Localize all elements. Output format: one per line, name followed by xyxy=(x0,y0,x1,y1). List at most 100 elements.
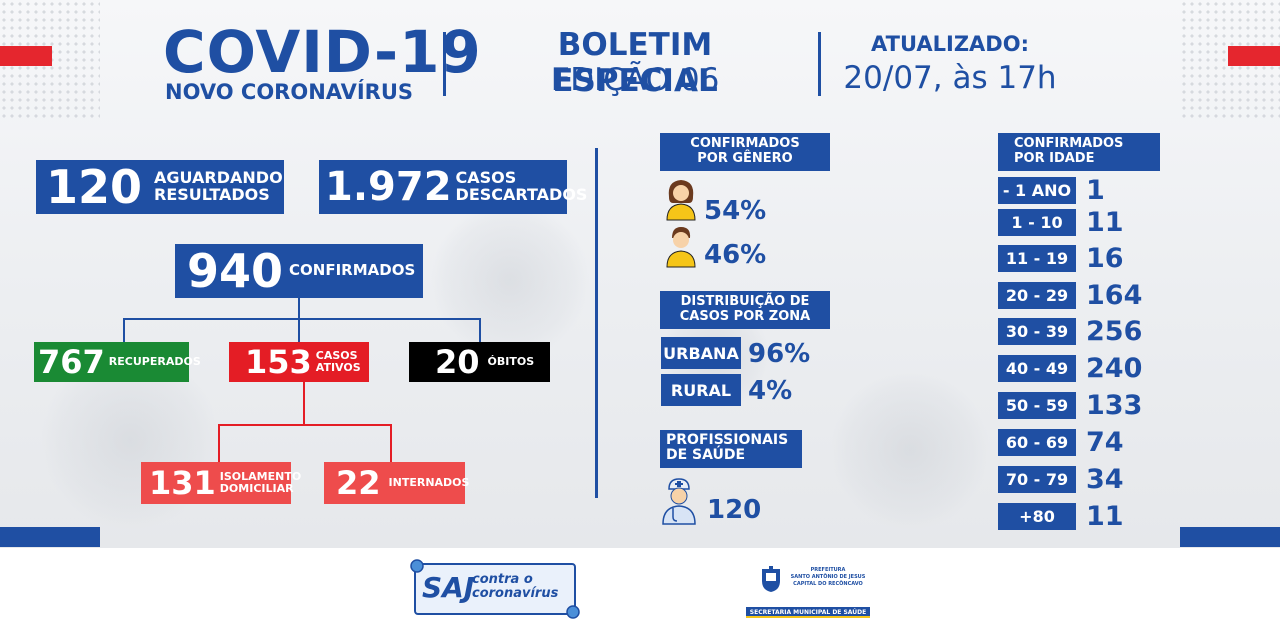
health-worker-icon xyxy=(662,478,696,525)
age-range-label: - 1 ANO xyxy=(998,177,1076,204)
health-workers-header-line1: PROFISSIONAIS xyxy=(666,432,789,448)
rural-label: RURAL xyxy=(661,374,741,406)
female-percentage: 54% xyxy=(704,196,767,226)
home-isolation-label-line2: DOMICILIAR xyxy=(219,482,294,495)
connector-line xyxy=(218,424,220,462)
age-range-value: 1 xyxy=(1086,175,1105,206)
discarded-label-line1: CASOS xyxy=(455,168,517,188)
age-range-label: 60 - 69 xyxy=(998,429,1076,456)
home-isolation-label-line1: ISOLAMENTO xyxy=(219,470,302,484)
saj-logo-tagline-line1: contra o xyxy=(472,572,533,587)
confirmed-value: 940 xyxy=(187,244,284,298)
active-label: CASOS ATIVOS xyxy=(316,350,361,373)
home-isolation-label: ISOLAMENTO DOMICILIAR xyxy=(220,471,301,494)
connector-line xyxy=(123,318,481,320)
active-label-line2: ATIVOS xyxy=(315,361,361,374)
zone-header: DISTRIBUIÇÃO DE CASOS POR ZONA xyxy=(660,291,830,329)
gender-header: CONFIRMADOS POR GÊNERO xyxy=(660,133,830,171)
age-range-value: 11 xyxy=(1086,207,1124,238)
age-range-value: 256 xyxy=(1086,316,1143,347)
recovered-value: 767 xyxy=(38,343,105,381)
recovered-box: 767 RECUPERADOS xyxy=(34,342,201,382)
secretaria-banner: SECRETARIA MUNICIPAL DE SAÚDE xyxy=(746,607,870,618)
bulletin-edition: EDIÇÃO 06 xyxy=(550,62,720,98)
discarded-cases-box: 1.972 CASOS DESCARTADOS xyxy=(319,160,587,214)
recovered-label: RECUPERADOS xyxy=(108,355,201,369)
confirmed-box: 940 CONFIRMADOS xyxy=(175,244,423,298)
man-icon xyxy=(666,227,696,268)
connector-line xyxy=(123,318,125,342)
connector-line xyxy=(298,318,300,342)
age-range-label: +80 xyxy=(998,503,1076,530)
age-range-value: 11 xyxy=(1086,501,1124,532)
age-header-line1: CONFIRMADOS xyxy=(1014,136,1124,151)
active-label-line1: CASOS xyxy=(315,349,358,363)
deaths-value: 20 xyxy=(435,343,480,381)
age-range-label: 11 - 19 xyxy=(998,245,1076,272)
age-header-line2: POR IDADE xyxy=(1014,151,1095,166)
prefeitura-line3: CAPITAL DO RECÔNCAVO xyxy=(793,581,863,587)
active-cases-box: 153 CASOS ATIVOS xyxy=(229,342,369,382)
zone-header-line2: CASOS POR ZONA xyxy=(679,309,811,324)
saj-logo-tagline: contra o coronavírus xyxy=(472,573,558,601)
discarded-label-line2: DESCARTADOS xyxy=(455,185,588,204)
age-range-label: 1 - 10 xyxy=(998,209,1076,236)
updated-value: 20/07, às 17h xyxy=(843,60,1057,96)
saj-logo-text: SAJ xyxy=(422,571,475,604)
home-isolation-box: 131 ISOLAMENTO DOMICILIAR xyxy=(141,462,301,504)
awaiting-value: 120 xyxy=(46,160,143,214)
blue-stripe-decoration xyxy=(0,527,100,547)
urban-label: URBANA xyxy=(661,337,741,369)
hospitalized-label: INTERNADOS xyxy=(388,476,470,490)
age-range-label: 20 - 29 xyxy=(998,282,1076,309)
confirmed-label: CONFIRMADOS xyxy=(289,261,416,280)
connector-line xyxy=(303,382,305,425)
age-range-value: 74 xyxy=(1086,427,1124,458)
age-range-value: 133 xyxy=(1086,390,1143,421)
age-header: CONFIRMADOS POR IDADE xyxy=(998,133,1160,171)
deaths-label: ÓBITOS xyxy=(487,355,535,369)
age-range-value: 34 xyxy=(1086,464,1124,495)
prefeitura-text: PREFEITURA SANTO ANTÔNIO DE JESUS CAPITA… xyxy=(788,567,868,588)
deaths-box: 20 ÓBITOS xyxy=(409,342,550,382)
age-range-label: 30 - 39 xyxy=(998,318,1076,345)
age-range-label: 70 - 79 xyxy=(998,466,1076,493)
age-range-label: 50 - 59 xyxy=(998,392,1076,419)
rural-percentage: 4% xyxy=(748,376,793,406)
bulletin-title: BOLETIM ESPECIAL xyxy=(552,27,718,99)
age-range-value: 16 xyxy=(1086,243,1124,274)
discarded-label: CASOS DESCARTADOS xyxy=(455,168,588,204)
header-divider xyxy=(443,32,446,96)
virus-icon xyxy=(410,559,424,573)
awaiting-label-line2: RESULTADOS xyxy=(154,185,270,204)
virus-icon xyxy=(566,605,580,619)
age-range-value: 164 xyxy=(1086,280,1143,311)
updated-label: ATUALIZADO: xyxy=(871,32,1029,56)
hospitalized-value: 22 xyxy=(336,464,381,502)
connector-line xyxy=(390,424,392,462)
awaiting-results-box: 120 AGUARDANDO RESULTADOS xyxy=(36,160,284,214)
page-title: COVID-19 xyxy=(163,18,482,86)
connector-line xyxy=(298,298,300,318)
prefeitura-line1: PREFEITURA xyxy=(810,567,846,573)
gender-header-line2: POR GÊNERO xyxy=(697,151,793,166)
active-value: 153 xyxy=(245,343,312,381)
hospitalized-box: 22 INTERNADOS xyxy=(324,462,469,504)
connector-line xyxy=(479,318,481,342)
prefeitura-line2: SANTO ANTÔNIO DE JESUS xyxy=(790,574,866,580)
blue-stripe-decoration xyxy=(1180,527,1280,547)
discarded-value: 1.972 xyxy=(325,164,452,210)
saj-campaign-logo: SAJ contra o coronavírus xyxy=(410,559,580,619)
header-divider xyxy=(818,32,821,96)
prefeitura-logo: PREFEITURA SANTO ANTÔNIO DE JESUS CAPITA… xyxy=(746,563,870,619)
red-stripe-decoration xyxy=(0,46,52,66)
age-range-value: 240 xyxy=(1086,353,1143,384)
connector-line xyxy=(218,424,392,426)
health-workers-header: PROFISSIONAIS DE SAÚDE xyxy=(660,430,802,468)
zone-header-line1: DISTRIBUIÇÃO DE xyxy=(680,294,810,309)
age-range-label: 40 - 49 xyxy=(998,355,1076,382)
woman-icon xyxy=(666,180,696,221)
red-stripe-decoration xyxy=(1228,46,1280,66)
virus-decoration-icon xyxy=(430,200,590,360)
urban-percentage: 96% xyxy=(748,339,811,369)
